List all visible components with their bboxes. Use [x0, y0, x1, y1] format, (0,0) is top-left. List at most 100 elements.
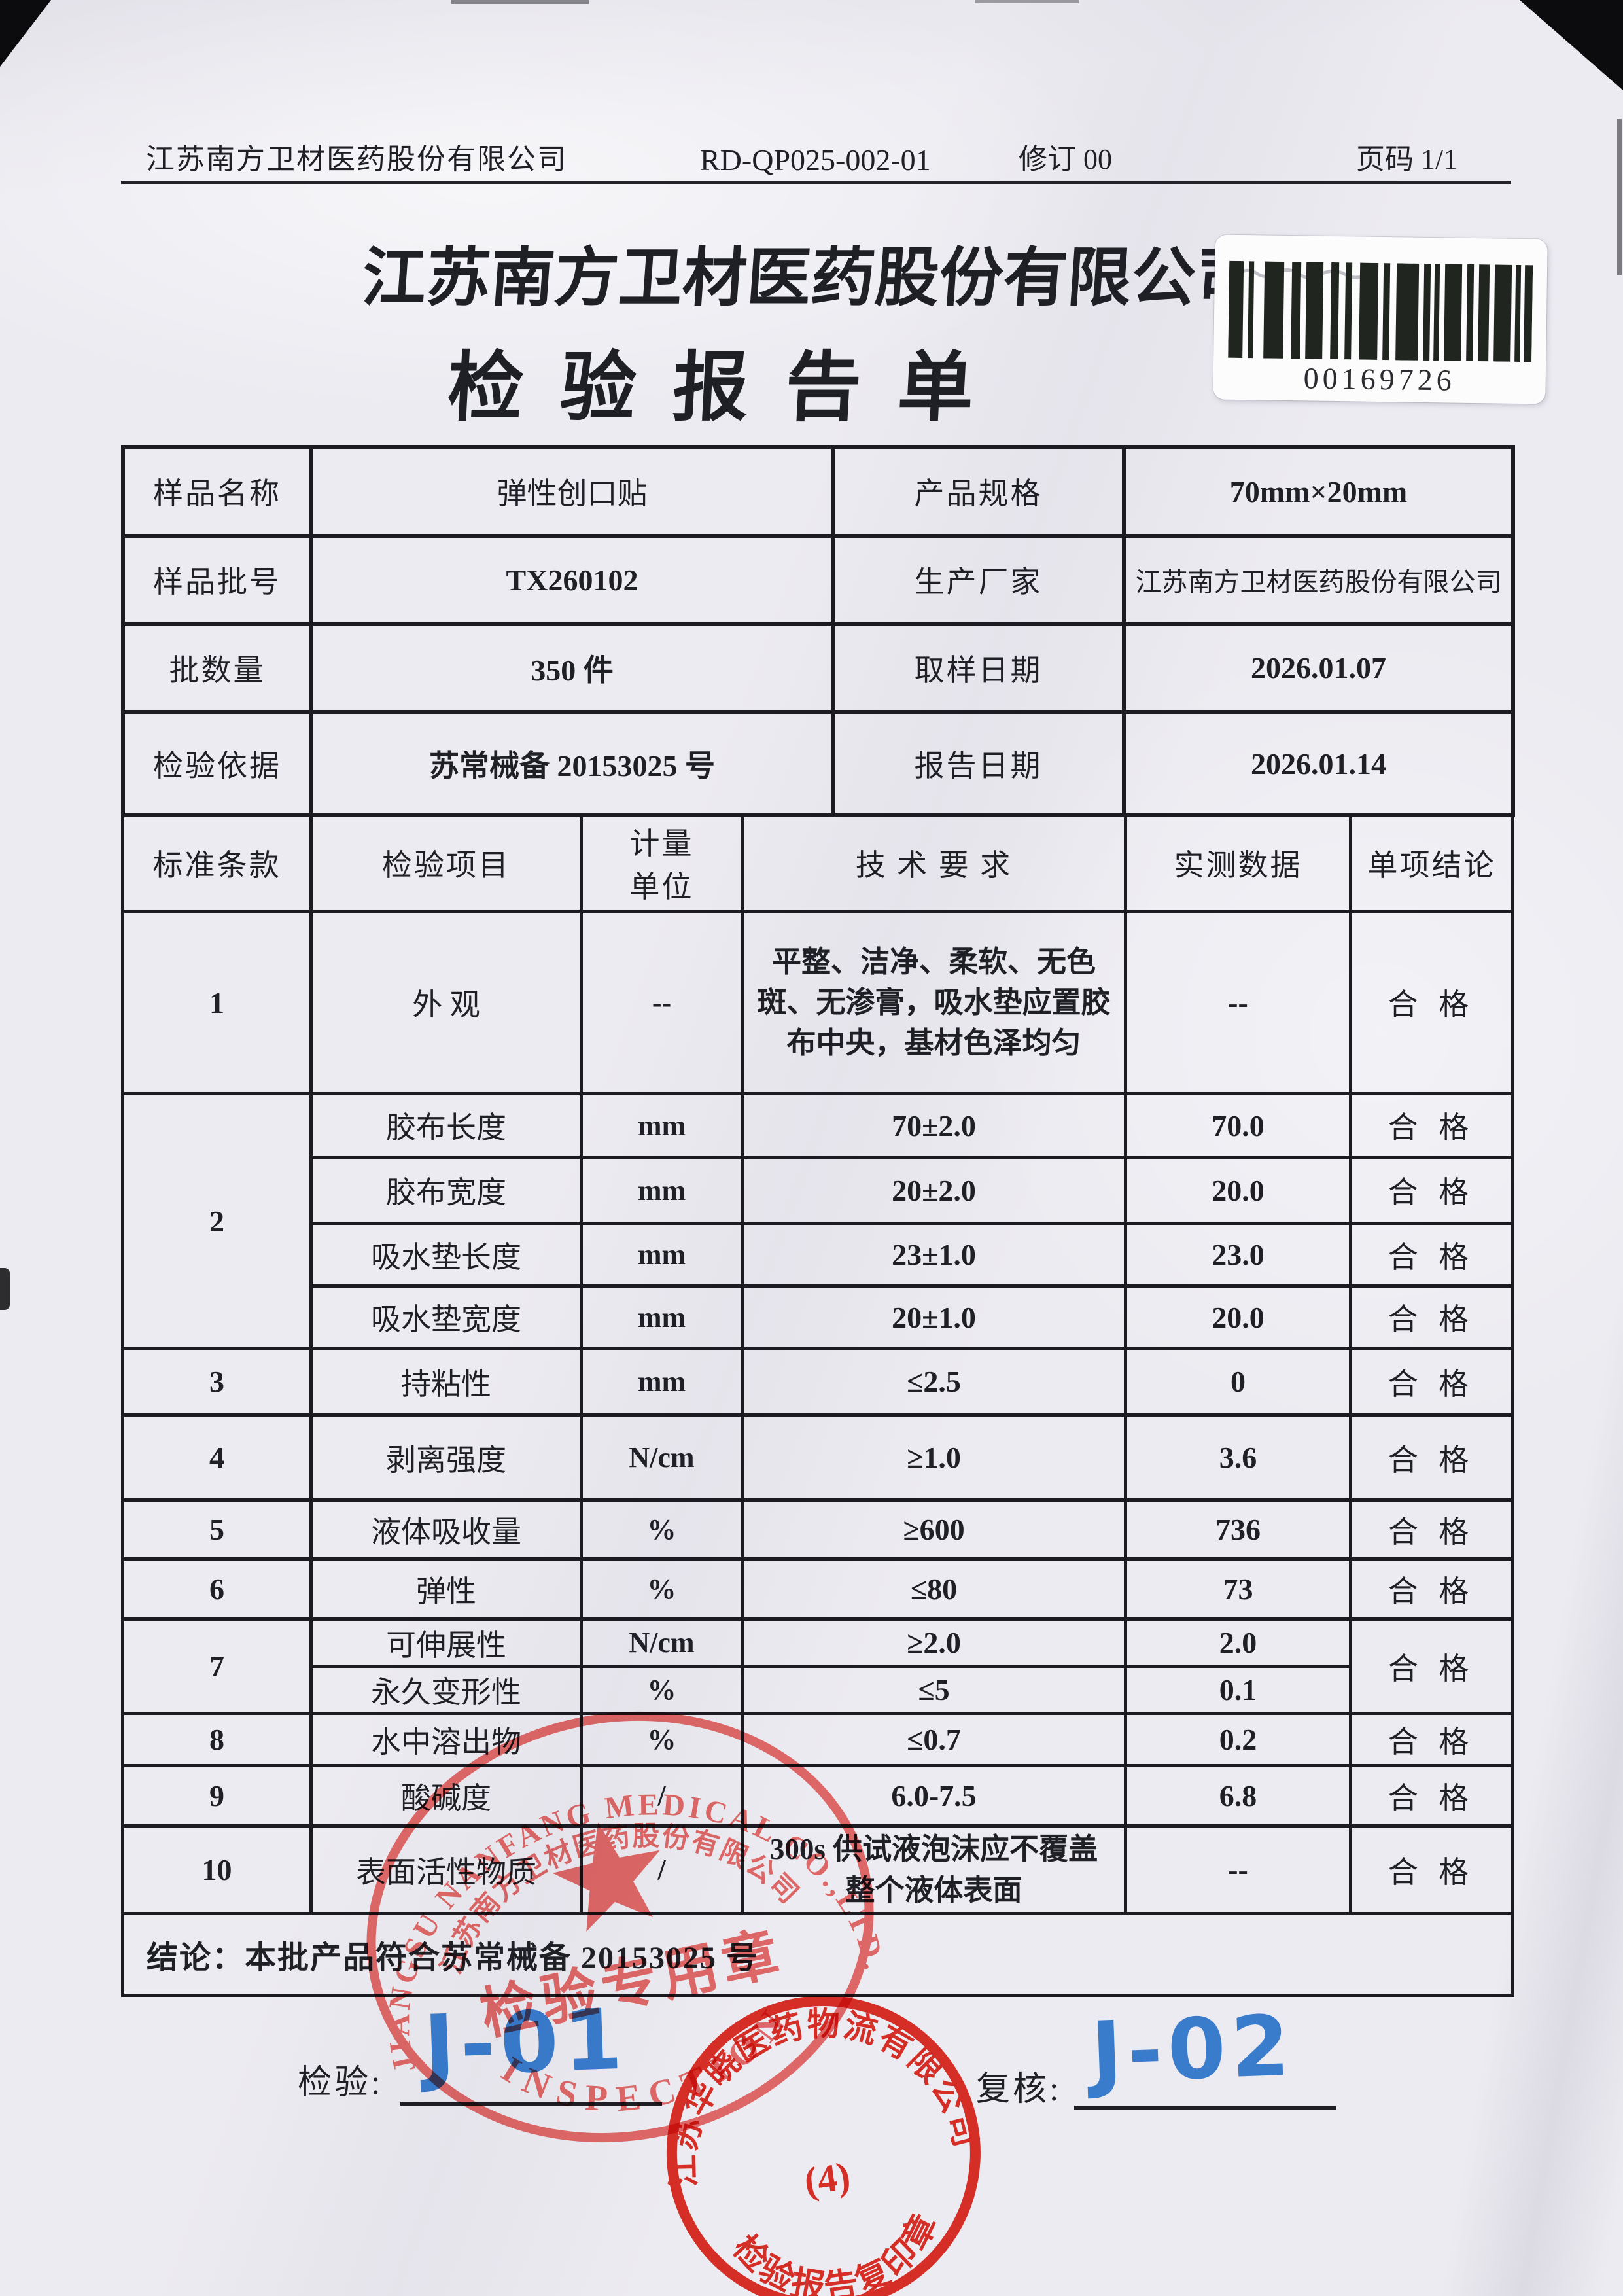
table-row: 6 弹性 % ≤80 73 合 格 — [121, 1557, 1514, 1621]
info-value: 苏常械备 20153025 号 — [309, 710, 835, 817]
info-value: TX260102 — [309, 534, 835, 626]
verdict-cell: 合 格 — [1349, 1222, 1514, 1288]
requirement-cell: ≥2.0 — [741, 1617, 1127, 1668]
reviewer-label: 复核: — [976, 2071, 1062, 2108]
info-label: 样品名称 — [121, 445, 313, 538]
clause-cell: 6 — [121, 1557, 313, 1621]
requirement-cell: 20±2.0 — [741, 1156, 1127, 1225]
test-results-table: 标准条款 检验项目 计量 单位 技 术 要 求 实测数据 单项结论 1 外 观 … — [121, 813, 1514, 1997]
info-value: 江苏南方卫材医药股份有限公司 — [1122, 534, 1515, 626]
requirement-cell: 300s 供试液泡沫应不覆盖整个液体表面 — [741, 1824, 1127, 1915]
barcode-sticker: 00169726 — [1213, 234, 1548, 404]
unit-cell: mm — [580, 1156, 744, 1225]
table-row: 1 外 观 -- 平整、洁净、柔软、无色斑、无渗膏，吸水垫应置胶布中央，基材色泽… — [121, 910, 1514, 1095]
table-row: 2 胶布长度 mm 70±2.0 70.0 合 格 — [121, 1092, 1514, 1350]
verdict-cell: 合 格 — [1349, 910, 1514, 1095]
measured-cell: -- — [1124, 910, 1352, 1095]
unit-cell: / — [580, 1764, 744, 1828]
clause-cell: 1 — [121, 910, 313, 1095]
header-rule — [121, 181, 1511, 184]
barcode-number: 00169726 — [1303, 361, 1456, 397]
unit-cell: mm — [580, 1092, 744, 1159]
column-header-line: 单位 — [629, 870, 694, 904]
item-cell: 外 观 — [309, 910, 583, 1095]
item-cell: 酸碱度 — [309, 1764, 583, 1828]
scan-corner-mark — [0, 0, 51, 67]
inspector-signature-line — [400, 2102, 662, 2106]
measured-cell: 6.8 — [1124, 1764, 1352, 1828]
verdict-cell: 合 格 — [1349, 1092, 1514, 1159]
table-row: 样品批号 TX260102 生产厂家 江苏南方卫材医药股份有限公司 — [121, 534, 1515, 626]
info-value: 2026.01.14 — [1122, 710, 1515, 817]
star-icon — [552, 1822, 660, 1932]
column-header-line: 计量 — [629, 827, 694, 860]
clause-cell: 5 — [121, 1498, 313, 1561]
requirement-cell: ≤0.7 — [741, 1712, 1127, 1767]
requirement-cell: ≤80 — [741, 1557, 1127, 1621]
header-revision: 修订 00 — [1019, 143, 1112, 175]
table-row: 胶布宽度 mm 20±2.0 20.0 合 格 — [123, 1156, 1514, 1225]
info-label: 产品规格 — [831, 445, 1126, 538]
unit-cell: N/cm — [580, 1617, 744, 1668]
item-cell: 液体吸收量 — [309, 1498, 583, 1561]
unit-cell: % — [580, 1665, 744, 1715]
verdict-cell: 合 格 — [1349, 1764, 1514, 1828]
report-copy-stamp: 江苏华晓医药物流有限公司 (4) 检验报告复印章 — [654, 1988, 986, 2296]
table-row: 4 剥离强度 N/cm ≥1.0 3.6 合 格 — [121, 1413, 1514, 1502]
clause-cell: 10 — [121, 1824, 313, 1915]
verdict-cell: 合 格 — [1349, 1284, 1514, 1350]
requirement-cell: ≥1.0 — [741, 1413, 1127, 1502]
clause-cell: 4 — [121, 1413, 313, 1502]
column-header: 单项结论 — [1349, 813, 1514, 913]
measured-cell: 0 — [1124, 1347, 1352, 1417]
measured-cell: 20.0 — [1124, 1156, 1352, 1225]
inspector-label: 检验: — [298, 2064, 383, 2102]
column-header: 检验项目 — [309, 813, 583, 913]
measured-cell: 23.0 — [1124, 1222, 1352, 1288]
document-header: 江苏南方卫材医药股份有限公司 RD-QP025-002-01 修订 00 页码 … — [121, 134, 1511, 180]
item-cell: 持粘性 — [309, 1347, 583, 1417]
requirement-cell: 20±1.0 — [741, 1284, 1127, 1350]
scan-edge-mark — [975, 0, 1079, 3]
requirement-cell: ≥600 — [741, 1498, 1127, 1561]
clause-cell: 8 — [121, 1712, 313, 1767]
table-row: 10 表面活性物质 / 300s 供试液泡沫应不覆盖整个液体表面 -- 合 格 — [121, 1824, 1514, 1915]
unit-cell: mm — [580, 1284, 744, 1350]
column-header: 实测数据 — [1124, 813, 1352, 913]
measured-cell: 73 — [1124, 1557, 1352, 1621]
header-page-number: 页码 1/1 — [1356, 143, 1458, 175]
clause-cell: 3 — [121, 1347, 313, 1417]
info-value: 2026.01.07 — [1122, 622, 1515, 714]
table-row: 9 酸碱度 / 6.0-7.5 6.8 合 格 — [121, 1764, 1514, 1828]
verdict-cell: 合 格 — [1349, 1824, 1514, 1915]
item-cell: 吸水垫宽度 — [309, 1284, 583, 1350]
requirement-cell: 23±1.0 — [741, 1222, 1127, 1288]
measured-cell: -- — [1124, 1824, 1352, 1915]
verdict-cell: 合 格 — [1349, 1617, 1514, 1715]
info-label: 取样日期 — [831, 622, 1126, 714]
copy-stamp-number: (4) — [801, 2154, 852, 2203]
measured-cell: 736 — [1124, 1498, 1352, 1561]
measured-cell: 3.6 — [1124, 1413, 1352, 1502]
measured-cell: 0.2 — [1124, 1712, 1352, 1767]
info-value: 弹性创口贴 — [309, 445, 835, 538]
table-row: 3 持粘性 mm ≤2.5 0 合 格 — [121, 1347, 1514, 1417]
item-cell: 弹性 — [309, 1557, 583, 1621]
requirement-cell: ≤2.5 — [741, 1347, 1127, 1417]
sample-info-table: 样品名称 弹性创口贴 产品规格 70mm×20mm 样品批号 TX260102 … — [121, 445, 1515, 817]
column-header: 技 术 要 求 — [741, 813, 1127, 913]
verdict-cell: 合 格 — [1349, 1156, 1514, 1225]
reviewer-signature: J-02 — [1089, 1997, 1297, 2102]
item-cell: 永久变形性 — [309, 1665, 583, 1715]
unit-cell: N/cm — [580, 1413, 744, 1502]
measured-cell: 20.0 — [1124, 1284, 1352, 1350]
column-header: 计量 单位 — [580, 813, 744, 913]
clause-cell: 2 — [121, 1092, 313, 1350]
unit-cell: mm — [580, 1347, 744, 1417]
info-label: 生产厂家 — [831, 534, 1126, 626]
table-row: 结论：本批产品符合苏常械备 20153025 号 — [121, 1912, 1514, 1997]
table-row: 5 液体吸收量 % ≥600 736 合 格 — [121, 1498, 1514, 1561]
table-row: 永久变形性 % ≤5 0.1 — [123, 1665, 1513, 1715]
table-row: 吸水垫宽度 mm 20±1.0 20.0 合 格 — [123, 1284, 1514, 1350]
verdict-cell: 合 格 — [1349, 1712, 1514, 1767]
